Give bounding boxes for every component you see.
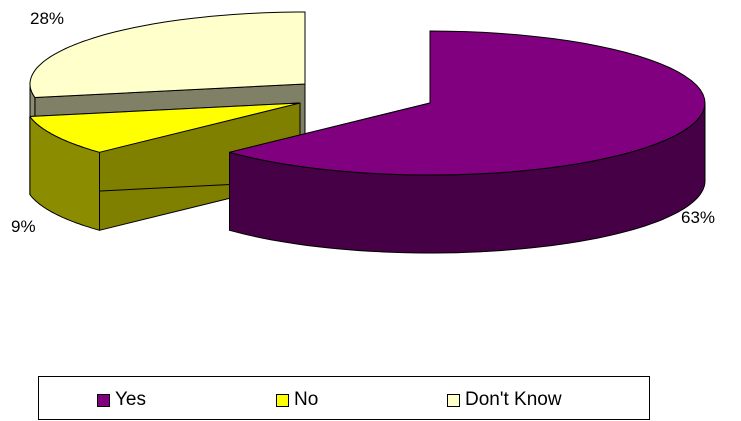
slice-yes	[229, 30, 706, 176]
pct-label-no: 9%	[11, 217, 36, 236]
pct-label-dontknow: 28%	[30, 9, 64, 28]
legend-swatch-yes	[97, 393, 110, 407]
legend-label-dontknow: Don't Know	[465, 389, 562, 410]
legend-item-yes: Yes	[97, 390, 146, 410]
slice-dontknow	[29, 11, 306, 98]
legend-label-no: No	[294, 389, 319, 410]
legend-label-yes: Yes	[115, 389, 146, 410]
legend-swatch-dontknow	[447, 393, 460, 407]
legend-swatch-no	[276, 393, 289, 407]
slice-no	[29, 102, 301, 153]
legend-item-no: No	[276, 390, 318, 410]
pct-label-yes: 63%	[681, 208, 715, 227]
legend-item-dontknow: Don't Know	[447, 390, 562, 410]
legend: Yes No Don't Know	[38, 376, 650, 420]
